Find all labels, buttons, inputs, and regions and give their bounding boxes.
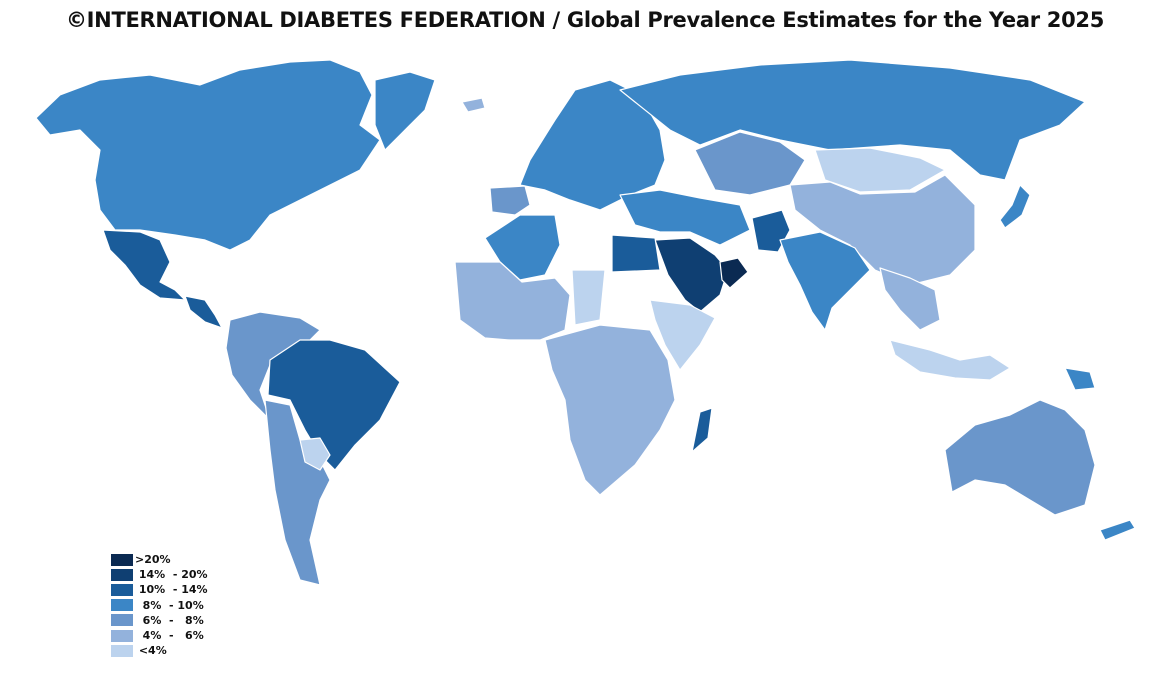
region-paraguay[interactable]: [299, 437, 331, 471]
region-australia[interactable]: [944, 399, 1096, 516]
region-egypt[interactable]: [611, 234, 661, 273]
region-brazil[interactable]: [267, 339, 401, 471]
region-iberia[interactable]: [489, 185, 531, 216]
map-title: ©INTERNATIONAL DIABETES FEDERATION / Glo…: [65, 8, 1105, 32]
legend-label: 14% - 20%: [135, 568, 208, 582]
legend-item: 10% - 14%: [111, 582, 208, 597]
region-indonesia[interactable]: [889, 339, 1011, 381]
region-central-america[interactable]: [184, 295, 223, 329]
legend-swatch: [111, 644, 133, 657]
legend-swatch: [111, 599, 133, 612]
legend-item: 6% - 8%: [111, 613, 208, 628]
region-chad[interactable]: [571, 269, 606, 326]
region-southeast-asia[interactable]: [879, 267, 941, 331]
legend-swatch: [111, 568, 133, 581]
region-northern-south-america[interactable]: [225, 311, 321, 421]
region-madagascar[interactable]: [691, 407, 713, 453]
legend: >20% 14% - 20% 10% - 14% 8% - 10% 6% - 8…: [111, 552, 208, 658]
region-western-europe[interactable]: [519, 79, 666, 211]
legend-swatch: [111, 629, 133, 642]
legend-label: 10% - 14%: [135, 583, 208, 597]
region-horn-of-africa[interactable]: [649, 299, 716, 371]
legend-swatch: [111, 614, 133, 627]
region-mexico[interactable]: [102, 229, 186, 301]
region-china[interactable]: [789, 174, 976, 286]
legend-swatch: [111, 553, 133, 566]
legend-label: >20%: [135, 553, 171, 567]
region-greenland[interactable]: [374, 71, 436, 151]
region-russia[interactable]: [619, 59, 1086, 181]
region-central-southern-africa[interactable]: [544, 324, 676, 496]
region-japan[interactable]: [999, 184, 1031, 229]
legend-label: 6% - 8%: [135, 613, 204, 627]
legend-label: <4%: [135, 644, 167, 658]
region-west-africa[interactable]: [454, 261, 571, 341]
region-papua-new-guinea[interactable]: [1064, 367, 1096, 391]
region-kazakhstan[interactable]: [694, 131, 806, 196]
region-oman[interactable]: [719, 257, 749, 289]
legend-item: <4%: [111, 643, 208, 658]
region-north-america[interactable]: [35, 59, 381, 251]
region-middle-east[interactable]: [619, 189, 751, 246]
region-saudi-arabia[interactable]: [654, 237, 729, 313]
legend-item: 14% - 20%: [111, 567, 208, 582]
legend-item: 4% - 6%: [111, 628, 208, 643]
region-new-zealand[interactable]: [1099, 519, 1136, 541]
legend-item: >20%: [111, 552, 208, 567]
legend-swatch: [111, 583, 133, 596]
region-iceland[interactable]: [461, 97, 486, 113]
legend-label: 4% - 6%: [135, 629, 204, 643]
legend-item: 8% - 10%: [111, 598, 208, 613]
legend-label: 8% - 10%: [135, 598, 204, 612]
region-india[interactable]: [779, 231, 871, 331]
